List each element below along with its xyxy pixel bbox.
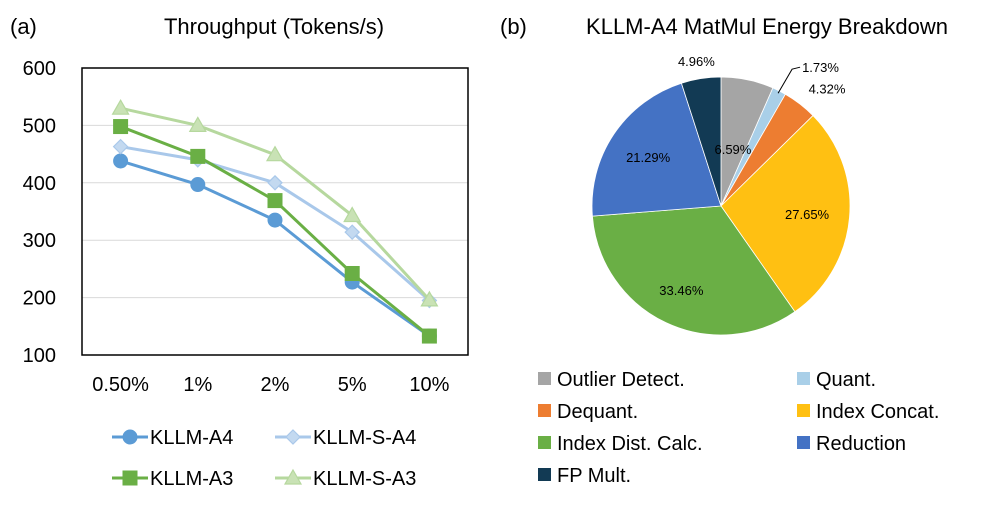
data-point — [344, 265, 360, 281]
legend-item: Dequant. — [538, 401, 638, 423]
legend-swatch — [538, 436, 551, 449]
data-point — [343, 206, 362, 223]
x-tick-label: 5% — [338, 374, 367, 396]
y-tick-label: 500 — [23, 115, 56, 137]
data-point — [113, 119, 129, 135]
data-point — [190, 148, 206, 164]
y-tick-label: 600 — [23, 58, 56, 80]
data-point — [267, 193, 283, 209]
line-chart-legend: KLLM-A4 KLLM-S-A4 KLLM-A3 KLLM-S-A3 — [112, 427, 416, 490]
pie-data-label: 4.32% — [809, 82, 846, 97]
legend-item: Index Dist. Calc. — [538, 433, 703, 455]
pie-data-label: 21.29% — [626, 150, 671, 165]
plot-area-frame — [81, 67, 469, 356]
legend-marker — [283, 468, 303, 485]
x-tick-label: 1% — [183, 374, 212, 396]
legend-item: Index Concat. — [797, 401, 939, 423]
pie-slice-index-concat — [720, 115, 851, 313]
pie-data-labels: 6.59% 1.73% 4.32% 27.65% 33.46% 21.29% 4.96% — [626, 54, 846, 298]
pie-slice-reduction — [591, 82, 722, 217]
legend-marker — [122, 470, 138, 486]
series-kllm-a4 — [113, 153, 437, 344]
series-kllm-a3 — [113, 119, 437, 344]
x-tick-label: 2% — [261, 374, 290, 396]
x-axis-ticks: 0.50% 1% 2% 5% 10% — [92, 374, 449, 396]
legend-label: Reduction — [816, 433, 906, 455]
data-point — [344, 224, 361, 241]
y-axis-ticks: 100 200 300 400 500 600 — [23, 58, 56, 367]
data-point — [420, 290, 439, 307]
pie-slice-fp-mult — [680, 76, 722, 207]
legend-item: KLLM-A3 — [112, 468, 233, 490]
x-tick-label: 10% — [409, 374, 449, 396]
legend-item: FP Mult. — [538, 465, 631, 487]
pie-chart-title: KLLM-A4 MatMul Energy Breakdown — [586, 14, 948, 39]
series-kllm-s-a3 — [111, 98, 439, 307]
legend-item: Quant. — [797, 369, 876, 391]
legend-swatch — [797, 436, 810, 449]
legend-item: Outlier Detect. — [538, 369, 685, 391]
data-point — [111, 98, 130, 115]
y-tick-label: 200 — [23, 288, 56, 310]
legend-item: KLLM-A4 — [112, 427, 233, 449]
legend-marker — [285, 429, 301, 445]
series-group — [111, 98, 439, 344]
pie-chart-legend: Outlier Detect. Quant. Dequant. Index Conca… — [538, 369, 939, 487]
legend-marker — [122, 429, 138, 445]
pie-data-label: 4.96% — [678, 54, 715, 69]
legend-item: KLLM-S-A3 — [275, 468, 416, 490]
panel-b-label: (b) — [500, 14, 527, 39]
legend-swatch — [797, 404, 810, 417]
legend-label: Outlier Detect. — [557, 369, 685, 391]
data-point — [113, 153, 129, 169]
data-point — [267, 174, 283, 191]
pie-chart-panel: (b) KLLM-A4 MatMul Energy Breakdown 6.59… — [500, 14, 948, 487]
legend-item: Reduction — [797, 433, 906, 455]
data-point — [265, 145, 285, 162]
pie-slices — [591, 76, 851, 336]
data-point — [190, 177, 206, 193]
legend-label: KLLM-S-A3 — [313, 468, 416, 490]
legend-swatch — [538, 468, 551, 481]
line-chart-title: Throughput (Tokens/s) — [164, 14, 384, 39]
legend-label: KLLM-S-A4 — [313, 427, 416, 449]
line-chart-panel: (a) Throughput (Tokens/s) 100 200 300 400 50… — [10, 14, 469, 490]
legend-label: Dequant. — [557, 401, 638, 423]
legend-swatch — [538, 404, 551, 417]
legend-label: KLLM-A3 — [150, 468, 233, 490]
y-tick-label: 100 — [23, 345, 56, 367]
pie-data-label: 1.73% — [802, 60, 839, 75]
pie-data-label: 6.59% — [714, 142, 751, 157]
pie-data-label: 27.65% — [785, 207, 830, 222]
legend-item: KLLM-S-A4 — [275, 427, 416, 449]
x-tick-label: 0.50% — [92, 374, 149, 396]
legend-swatch — [797, 372, 810, 385]
data-point — [188, 116, 207, 132]
legend-label: Index Dist. Calc. — [557, 433, 703, 455]
pie-slice-index-dist-calc — [591, 205, 796, 336]
legend-label: Index Concat. — [816, 401, 939, 423]
data-point — [112, 138, 129, 155]
pie-data-label: 33.46% — [659, 283, 704, 298]
legend-label: FP Mult. — [557, 465, 631, 487]
legend-label: Quant. — [816, 369, 876, 391]
data-point — [267, 212, 283, 228]
y-tick-label: 400 — [23, 173, 56, 195]
legend-label: KLLM-A4 — [150, 427, 233, 449]
leader-line — [777, 66, 801, 94]
legend-swatch — [538, 372, 551, 385]
y-tick-label: 300 — [23, 230, 56, 252]
panel-a-label: (a) — [10, 14, 37, 39]
data-point — [421, 328, 437, 344]
